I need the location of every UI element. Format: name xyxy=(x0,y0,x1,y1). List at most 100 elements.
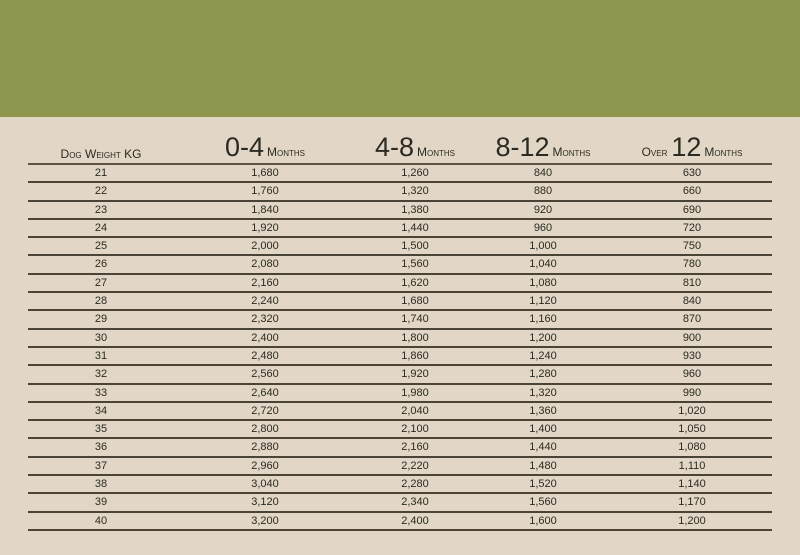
table-row: 32 2,560 1,920 1,280 960 xyxy=(28,366,772,385)
table-cell: 1,860 xyxy=(401,349,429,362)
table-cell: 2,240 xyxy=(251,295,279,308)
table-cell: 1,080 xyxy=(529,276,557,289)
table-cell: 840 xyxy=(682,295,702,308)
table-cell: 2,400 xyxy=(401,514,429,527)
table-cell: 1,500 xyxy=(401,240,429,253)
header-big: 0-4 xyxy=(224,132,265,162)
header-big: 4-8 xyxy=(374,132,415,162)
table-cell: 960 xyxy=(682,368,702,381)
table-cell: 28 xyxy=(94,295,108,308)
column-header: Dog Weight KG xyxy=(28,147,174,163)
table-cell: 920 xyxy=(533,203,553,216)
table-cell: 1,840 xyxy=(251,203,279,216)
table-cell: 2,220 xyxy=(401,459,429,472)
table-cell: 32 xyxy=(94,368,108,381)
table-cell: 3,200 xyxy=(251,514,279,527)
table-cell: 1,440 xyxy=(529,441,557,454)
table-cell: 1,020 xyxy=(678,404,706,417)
table-cell: 35 xyxy=(94,423,108,436)
table-row: 26 2,080 1,560 1,040 780 xyxy=(28,256,772,275)
table-cell: 810 xyxy=(682,276,702,289)
table-row: 37 2,960 2,220 1,480 1,110 xyxy=(28,458,772,477)
table-row: 31 2,480 1,860 1,240 930 xyxy=(28,348,772,367)
header-big: 8-12 xyxy=(495,132,550,162)
table-body: 21 1,680 1,260 840 630 22 1,760 1,320 880 660 23 1,… xyxy=(28,165,772,531)
table-cell: 1,050 xyxy=(678,423,706,436)
table-cell: 1,680 xyxy=(251,167,279,179)
table-cell: 21 xyxy=(94,167,108,179)
table-cell: 2,080 xyxy=(251,258,279,271)
table-cell: 33 xyxy=(94,386,108,399)
table-cell: 1,600 xyxy=(529,514,557,527)
table-cell: 1,920 xyxy=(251,221,279,234)
table-cell: 34 xyxy=(94,404,108,417)
table-cell: 31 xyxy=(94,349,108,362)
column-header: 0-4 Months xyxy=(174,134,356,163)
table-cell: 1,110 xyxy=(678,459,706,472)
column-header: Over 12 Months xyxy=(612,134,772,163)
table-cell: 2,000 xyxy=(251,240,279,253)
table-row: 29 2,320 1,740 1,160 870 xyxy=(28,311,772,330)
table-cell: 1,800 xyxy=(401,331,429,344)
table-cell: 1,080 xyxy=(678,441,706,454)
table-row: 24 1,920 1,440 960 720 xyxy=(28,220,772,239)
table-cell: 1,280 xyxy=(529,368,557,381)
table-row: 39 3,120 2,340 1,560 1,170 xyxy=(28,494,772,513)
table-cell: 2,160 xyxy=(401,441,429,454)
table-row: 21 1,680 1,260 840 630 xyxy=(28,165,772,184)
table-row: 30 2,400 1,800 1,200 900 xyxy=(28,330,772,348)
table-header: Dog Weight KG 0-4 Months 4-8 Months 8-12 Month… xyxy=(28,128,772,165)
table-cell: 840 xyxy=(533,167,553,179)
table-cell: 1,760 xyxy=(251,185,279,198)
table-cell: 1,680 xyxy=(401,295,429,308)
table-row: 35 2,800 2,100 1,400 1,050 xyxy=(28,421,772,440)
table-row: 34 2,720 2,040 1,360 1,020 xyxy=(28,403,772,422)
table-cell: 1,380 xyxy=(401,203,429,216)
table-cell: 750 xyxy=(682,240,702,253)
table-cell: 22 xyxy=(94,185,108,198)
table-cell: 1,520 xyxy=(529,478,557,491)
table-cell: 2,320 xyxy=(251,313,279,326)
table-cell: 2,560 xyxy=(251,368,279,381)
header-small: Dog Weight KG xyxy=(60,147,142,161)
table-cell: 870 xyxy=(682,313,702,326)
table-cell: 25 xyxy=(94,240,108,253)
table-cell: 1,240 xyxy=(529,349,557,362)
table-cell: 1,120 xyxy=(529,295,557,308)
table-cell: 660 xyxy=(682,185,702,198)
table-cell: 26 xyxy=(94,258,108,271)
table-cell: 24 xyxy=(94,221,108,234)
table-cell: 38 xyxy=(94,478,108,491)
table-cell: 3,120 xyxy=(251,496,279,509)
table-cell: 3,040 xyxy=(251,478,279,491)
table-cell: 2,800 xyxy=(251,423,279,436)
table-cell: 1,320 xyxy=(529,386,557,399)
table-cell: 990 xyxy=(682,386,702,399)
table-row: 36 2,880 2,160 1,440 1,080 xyxy=(28,439,772,458)
header-small: Months xyxy=(704,145,743,159)
table-cell: 930 xyxy=(682,349,702,362)
table-cell: 1,560 xyxy=(529,496,557,509)
table-cell: 960 xyxy=(533,221,553,234)
header-prefix: Over xyxy=(641,145,668,159)
table-cell: 880 xyxy=(533,185,553,198)
table-cell: 37 xyxy=(94,459,108,472)
table-cell: 1,480 xyxy=(529,459,557,472)
header-big: 12 xyxy=(671,132,702,162)
table-cell: 1,980 xyxy=(401,386,429,399)
table-cell: 1,000 xyxy=(529,240,557,253)
table-cell: 1,440 xyxy=(401,221,429,234)
table-row: 40 3,200 2,400 1,600 1,200 xyxy=(28,513,772,531)
table-cell: 29 xyxy=(94,313,108,326)
table-cell: 1,260 xyxy=(401,167,429,179)
table-cell: 2,160 xyxy=(251,276,279,289)
table-cell: 900 xyxy=(682,331,702,344)
table-cell: 1,740 xyxy=(401,313,429,326)
table-cell: 39 xyxy=(94,496,108,509)
table-cell: 1,560 xyxy=(401,258,429,271)
table-row: 38 3,040 2,280 1,520 1,140 xyxy=(28,476,772,495)
table-cell: 2,480 xyxy=(251,349,279,362)
table-cell: 2,100 xyxy=(401,423,429,436)
table-cell: 1,040 xyxy=(529,258,557,271)
table-cell: 2,280 xyxy=(401,478,429,491)
